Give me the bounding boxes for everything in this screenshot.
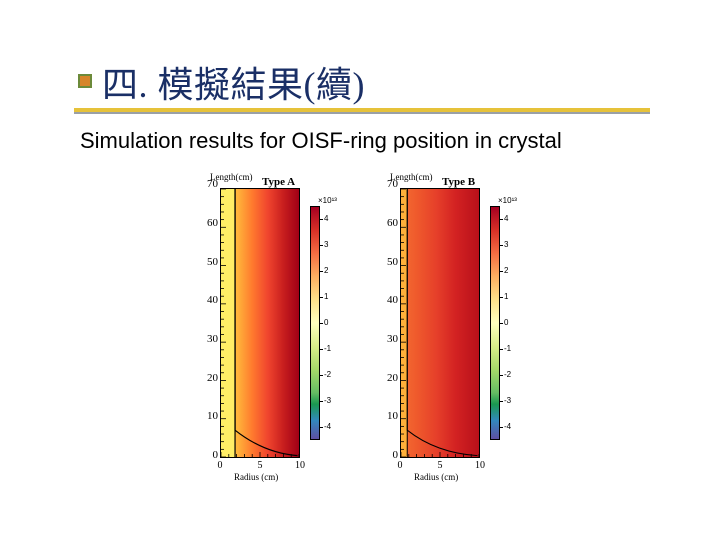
colorbar-tick <box>499 271 503 272</box>
y-tick-label: 70 <box>387 178 398 190</box>
slide-subtitle: Simulation results for OISF-ring positio… <box>80 128 562 154</box>
colorbar-tick-label: -2 <box>324 370 331 379</box>
colorbar-tick-label: 1 <box>504 292 508 301</box>
colorbar-tick <box>499 427 503 428</box>
chart-box <box>220 188 300 458</box>
colorbar-tick <box>319 401 323 402</box>
colorbar-tick-label: 2 <box>324 266 328 275</box>
slide-title: 四. 模擬結果(續) <box>102 56 640 108</box>
colorbar-tick <box>499 375 503 376</box>
colorbar-tick-label: -1 <box>504 344 511 353</box>
y-tick-label: 60 <box>207 217 218 229</box>
y-tick-label: 10 <box>387 410 398 422</box>
colorbar-tick-label: 3 <box>504 240 508 249</box>
colorbar-tick <box>499 219 503 220</box>
colorbar-tick <box>499 245 503 246</box>
colorbar-tick-label: -4 <box>324 422 331 431</box>
x-tick-label: 10 <box>475 460 485 471</box>
colorbar-tick <box>499 401 503 402</box>
chart-box <box>400 188 480 458</box>
y-tick-label: 40 <box>387 294 398 306</box>
colorbar-tick <box>499 349 503 350</box>
y-tick-label: 20 <box>387 372 398 384</box>
x-axis-label: Radius (cm) <box>234 472 278 482</box>
x-axis-label: Radius (cm) <box>414 472 458 482</box>
slide: 四. 模擬結果(續) Simulation results for OISF-r… <box>0 0 720 540</box>
colorbar-tick <box>319 219 323 220</box>
title-rule-bottom <box>74 112 650 114</box>
x-tick-label: 10 <box>295 460 305 471</box>
y-tick-label: 50 <box>387 256 398 268</box>
colorbar-tick-label: 4 <box>324 214 328 223</box>
colorbar-tick-label: 2 <box>504 266 508 275</box>
x-tick-label: 0 <box>218 460 223 471</box>
title-block: 四. 模擬結果(續) <box>80 56 640 108</box>
y-tick-label: 30 <box>207 333 218 345</box>
y-tick-label: 50 <box>207 256 218 268</box>
plot-title: Type B <box>442 176 475 188</box>
panel-type-b: Length(cm)Type BCI-Cv7060504030201000510… <box>370 170 550 500</box>
colorbar-tick-label: -3 <box>504 396 511 405</box>
colorbar-tick-label: -1 <box>324 344 331 353</box>
y-tick-label: 60 <box>387 217 398 229</box>
plots-area: Length(cm)Type ACI-Cv7060504030201000510… <box>190 170 550 500</box>
colorbar-tick-label: 1 <box>324 292 328 301</box>
x-tick-label: 0 <box>398 460 403 471</box>
colorbar-tick-label: 4 <box>504 214 508 223</box>
x-tick-label: 5 <box>438 460 443 471</box>
colorbar-tick <box>319 427 323 428</box>
y-tick-label: 10 <box>207 410 218 422</box>
panel-type-a: Length(cm)Type ACI-Cv7060504030201000510… <box>190 170 370 500</box>
colorbar-tick <box>319 297 323 298</box>
colorbar-tick <box>319 271 323 272</box>
plot-title: Type A <box>262 176 295 188</box>
colorbar-tick <box>319 349 323 350</box>
colorbar-tick <box>319 323 323 324</box>
title-bullet-icon <box>78 74 92 88</box>
colorbar-tick <box>499 323 503 324</box>
colorbar-tick-label: -4 <box>504 422 511 431</box>
y-tick-label: 30 <box>387 333 398 345</box>
colorbar-tick-label: 0 <box>504 318 508 327</box>
colorbar-tick-label: 0 <box>324 318 328 327</box>
y-tick-label: 40 <box>207 294 218 306</box>
colorbar-tick <box>319 375 323 376</box>
colorbar-exponent: ×10¹³ <box>318 196 337 205</box>
y-tick-label: 70 <box>207 178 218 190</box>
colorbar-tick <box>499 297 503 298</box>
x-tick-label: 5 <box>258 460 263 471</box>
colorbar-exponent: ×10¹³ <box>498 196 517 205</box>
colorbar-tick <box>319 245 323 246</box>
y-tick-label: 20 <box>207 372 218 384</box>
colorbar-tick-label: 3 <box>324 240 328 249</box>
colorbar-tick-label: -3 <box>324 396 331 405</box>
colorbar-tick-label: -2 <box>504 370 511 379</box>
